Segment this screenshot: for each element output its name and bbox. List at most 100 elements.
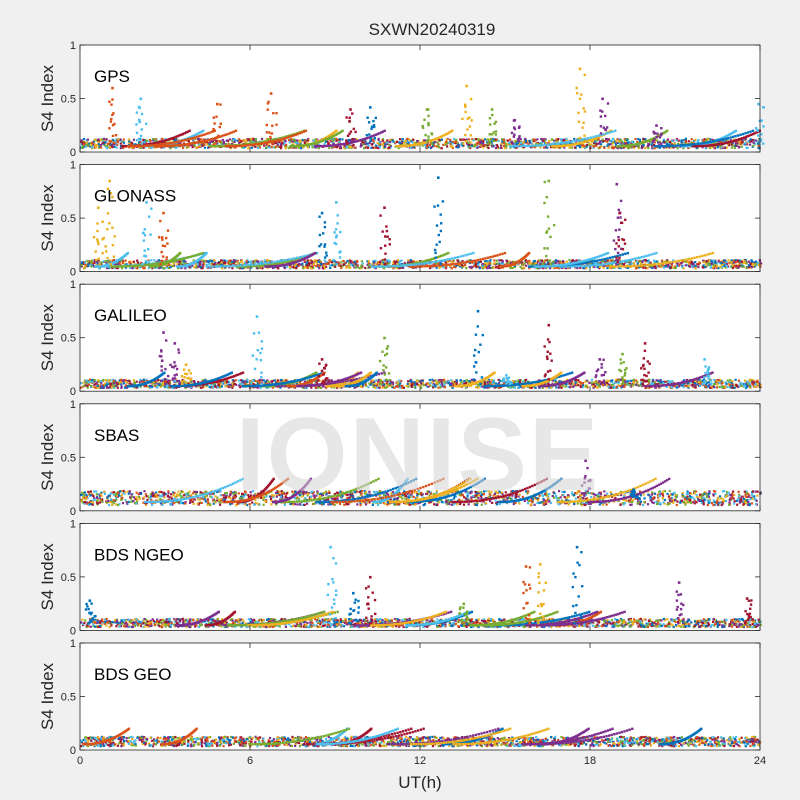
spike-point: [756, 128, 759, 132]
data-point: [536, 260, 539, 263]
data-point: [289, 145, 292, 148]
data-point: [242, 139, 245, 142]
data-point: [631, 141, 634, 144]
data-point: [595, 142, 598, 145]
spike-peak-point: [601, 97, 604, 101]
data-point: [479, 258, 482, 261]
data-point: [86, 265, 89, 268]
data-point: [721, 265, 724, 269]
data-point: [726, 137, 730, 140]
data-point: [560, 141, 563, 145]
data-point: [249, 142, 253, 145]
data-point: [394, 264, 397, 268]
data-point: [501, 252, 504, 255]
data-point: [617, 266, 620, 269]
data-point: [591, 262, 594, 266]
data-point: [403, 262, 406, 265]
data-point: [251, 264, 254, 268]
data-point: [647, 146, 650, 150]
data-point: [710, 145, 713, 149]
data-point: [499, 144, 503, 147]
data-point: [298, 256, 302, 259]
data-point: [102, 139, 105, 142]
data-point: [448, 257, 452, 261]
data-point: [152, 142, 155, 145]
data-point: [504, 142, 507, 145]
data-point: [757, 142, 760, 145]
data-point: [624, 252, 627, 255]
data-point: [632, 261, 635, 265]
data-point: [479, 260, 482, 263]
data-point: [181, 260, 184, 263]
data-point: [644, 140, 647, 143]
spike-point: [219, 103, 222, 106]
data-point: [431, 139, 434, 142]
data-point: [85, 143, 88, 147]
data-point: [734, 143, 737, 146]
data-point: [278, 137, 282, 140]
data-point: [607, 143, 610, 146]
data-point: [112, 265, 115, 268]
data-point: [274, 145, 278, 148]
data-point: [740, 141, 743, 144]
data-point: [466, 253, 470, 256]
data-point: [423, 143, 427, 146]
data-point: [167, 263, 170, 266]
data-point: [527, 265, 531, 268]
data-point: [496, 145, 499, 148]
data-point: [83, 142, 87, 145]
data-point: [687, 263, 691, 266]
data-point: [198, 260, 201, 263]
data-point: [533, 144, 536, 147]
data-point: [377, 138, 380, 141]
spike-point: [135, 123, 138, 126]
data-point: [482, 146, 485, 149]
data-point: [576, 267, 579, 270]
data-point: [276, 143, 279, 147]
spike-point: [490, 137, 493, 141]
data-point: [723, 135, 727, 139]
spike-point: [599, 109, 602, 112]
data-point: [650, 253, 653, 256]
data-point: [323, 142, 326, 145]
data-point: [379, 143, 382, 146]
data-point: [230, 131, 233, 134]
data-point: [280, 144, 283, 148]
data-point: [533, 262, 536, 265]
data-point: [561, 144, 564, 148]
data-point: [481, 144, 484, 147]
data-point: [701, 141, 705, 145]
data-point: [621, 253, 624, 256]
data-point: [547, 262, 550, 265]
data-point: [587, 139, 590, 143]
data-point: [683, 142, 686, 145]
data-point: [102, 260, 105, 263]
data-point: [84, 261, 87, 264]
data-point: [713, 147, 716, 150]
data-point: [711, 138, 714, 141]
data-point: [364, 143, 367, 146]
data-point: [236, 139, 239, 142]
data-point: [725, 260, 728, 263]
data-point: [509, 143, 512, 146]
data-point: [746, 135, 749, 138]
data-point: [296, 132, 299, 136]
data-point: [611, 265, 615, 268]
data-point: [245, 144, 248, 147]
data-point: [228, 261, 232, 264]
data-point: [451, 129, 454, 132]
data-point: [653, 260, 656, 263]
data-point: [87, 144, 90, 147]
data-point: [303, 259, 306, 262]
data-point: [509, 266, 512, 270]
data-point: [682, 139, 685, 142]
data-point: [329, 260, 332, 263]
data-point: [86, 138, 89, 141]
data-point: [459, 143, 462, 146]
data-point: [736, 259, 739, 262]
data-point: [505, 144, 508, 148]
data-point: [601, 260, 604, 263]
data-point: [709, 264, 712, 267]
spike-peak-point: [369, 106, 372, 109]
data-point: [555, 261, 558, 264]
